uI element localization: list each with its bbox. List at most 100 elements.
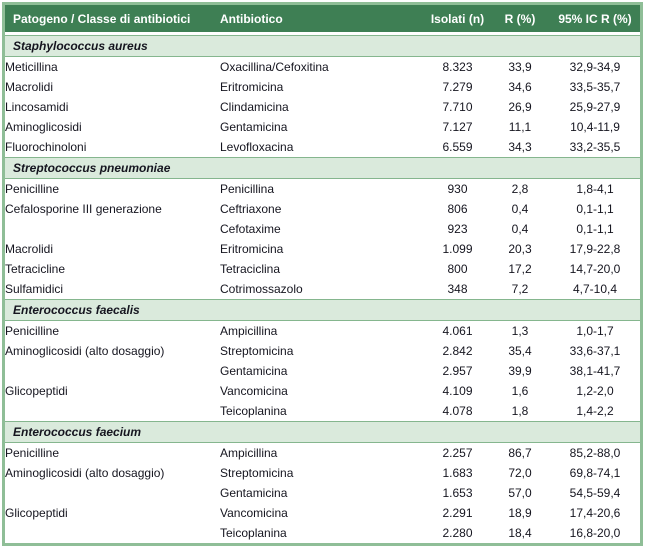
cell-ci: 0,1-1,1 (550, 219, 640, 239)
cell-r-percent: 1,3 (490, 321, 550, 341)
cell-isolates: 7.710 (425, 97, 490, 117)
cell-antibiotic: Streptomicina (220, 341, 425, 361)
cell-r-percent: 7,2 (490, 279, 550, 299)
cell-antibiotic: Clindamicina (220, 97, 425, 117)
table-row: Lincosamidi Clindamicina 7.710 26,9 25,9-27,… (5, 97, 640, 117)
table-row: Sulfamidici Cotrimossazolo 348 7,2 4,7-10,4 (5, 279, 640, 299)
table-row: Teicoplanina 2.280 18,4 16,8-20,0 (5, 523, 640, 543)
table-body: Staphylococcus aureus Meticillina Oxacilli… (5, 35, 640, 543)
cell-pathogen-class: Aminoglicosidi (alto dosaggio) (5, 341, 220, 361)
cell-ci: 4,7-10,4 (550, 279, 640, 299)
cell-antibiotic: Levofloxacina (220, 137, 425, 157)
table-frame: Patogeno / Classe di antibiotici Antibio… (2, 2, 643, 546)
cell-isolates: 2.257 (425, 443, 490, 463)
cell-isolates: 800 (425, 259, 490, 279)
cell-antibiotic: Eritromicina (220, 77, 425, 97)
table-row: Penicilline Ampicillina 2.257 86,7 85,2-88,0 (5, 443, 640, 463)
cell-ci: 10,4-11,9 (550, 117, 640, 137)
table-row: Aminoglicosidi (alto dosaggio) Streptomic… (5, 341, 640, 361)
cell-pathogen-class (5, 401, 220, 421)
cell-antibiotic: Gentamicina (220, 483, 425, 503)
cell-antibiotic: Gentamicina (220, 361, 425, 381)
cell-ci: 1,0-1,7 (550, 321, 640, 341)
header-row: Patogeno / Classe di antibiotici Antibio… (5, 5, 640, 35)
cell-pathogen-class: Aminoglicosidi (5, 117, 220, 137)
cell-r-percent: 0,4 (490, 199, 550, 219)
section-title: Enterococcus faecalis (5, 299, 640, 321)
antibiotic-resistance-table: Patogeno / Classe di antibiotici Antibio… (5, 5, 640, 543)
cell-isolates: 1.099 (425, 239, 490, 259)
table-row: Penicilline Penicillina 930 2,8 1,8-4,1 (5, 179, 640, 199)
table-row: Gentamicina 1.653 57,0 54,5-59,4 (5, 483, 640, 503)
cell-isolates: 2.842 (425, 341, 490, 361)
cell-isolates: 4.078 (425, 401, 490, 421)
cell-pathogen-class: Penicilline (5, 321, 220, 341)
cell-r-percent: 35,4 (490, 341, 550, 361)
cell-isolates: 7.279 (425, 77, 490, 97)
cell-antibiotic: Cefotaxime (220, 219, 425, 239)
cell-antibiotic: Cotrimossazolo (220, 279, 425, 299)
cell-ci: 16,8-20,0 (550, 523, 640, 543)
cell-ci: 1,2-2,0 (550, 381, 640, 401)
cell-antibiotic: Ceftriaxone (220, 199, 425, 219)
table-row: Cefotaxime 923 0,4 0,1-1,1 (5, 219, 640, 239)
cell-antibiotic: Teicoplanina (220, 401, 425, 421)
cell-isolates: 4.061 (425, 321, 490, 341)
section-title: Staphylococcus aureus (5, 35, 640, 57)
cell-r-percent: 18,9 (490, 503, 550, 523)
cell-r-percent: 1,8 (490, 401, 550, 421)
cell-isolates: 7.127 (425, 117, 490, 137)
column-header-ci: 95% IC R (%) (550, 5, 640, 35)
cell-isolates: 806 (425, 199, 490, 219)
cell-antibiotic: Streptomicina (220, 463, 425, 483)
cell-r-percent: 18,4 (490, 523, 550, 543)
cell-ci: 32,9-34,9 (550, 57, 640, 77)
cell-pathogen-class: Macrolidi (5, 77, 220, 97)
table-row: Glicopeptidi Vancomicina 2.291 18,9 17,4-20,… (5, 503, 640, 523)
table-row: Glicopeptidi Vancomicina 4.109 1,6 1,2-2,0 (5, 381, 640, 401)
cell-r-percent: 57,0 (490, 483, 550, 503)
column-header-patogeno: Patogeno / Classe di antibiotici (5, 5, 220, 35)
table-row: Teicoplanina 4.078 1,8 1,4-2,2 (5, 401, 640, 421)
cell-pathogen-class (5, 523, 220, 543)
cell-antibiotic: Teicoplanina (220, 523, 425, 543)
cell-r-percent: 17,2 (490, 259, 550, 279)
cell-antibiotic: Tetraciclina (220, 259, 425, 279)
cell-r-percent: 86,7 (490, 443, 550, 463)
cell-ci: 33,5-35,7 (550, 77, 640, 97)
cell-pathogen-class (5, 361, 220, 381)
column-header-r-percent: R (%) (490, 5, 550, 35)
cell-isolates: 8.323 (425, 57, 490, 77)
cell-r-percent: 1,6 (490, 381, 550, 401)
cell-isolates: 6.559 (425, 137, 490, 157)
column-header-antibiotico: Antibiotico (220, 5, 425, 35)
cell-r-percent: 20,3 (490, 239, 550, 259)
cell-pathogen-class: Lincosamidi (5, 97, 220, 117)
table-header: Patogeno / Classe di antibiotici Antibio… (5, 5, 640, 35)
cell-isolates: 930 (425, 179, 490, 199)
cell-ci: 33,2-35,5 (550, 137, 640, 157)
cell-ci: 54,5-59,4 (550, 483, 640, 503)
section-row: Streptococcus pneumoniae (5, 157, 640, 179)
cell-isolates: 4.109 (425, 381, 490, 401)
cell-antibiotic: Ampicillina (220, 443, 425, 463)
column-header-isolati: Isolati (n) (425, 5, 490, 35)
cell-isolates: 348 (425, 279, 490, 299)
table-row: Macrolidi Eritromicina 1.099 20,3 17,9-22,8 (5, 239, 640, 259)
cell-r-percent: 11,1 (490, 117, 550, 137)
cell-pathogen-class: Penicilline (5, 179, 220, 199)
table-row: Aminoglicosidi (alto dosaggio) Streptomic… (5, 463, 640, 483)
table-row: Fluorochinoloni Levofloxacina 6.559 34,3 33,… (5, 137, 640, 157)
cell-r-percent: 34,3 (490, 137, 550, 157)
cell-ci: 14,7-20,0 (550, 259, 640, 279)
cell-r-percent: 72,0 (490, 463, 550, 483)
table-row: Aminoglicosidi Gentamicina 7.127 11,1 10,4-1… (5, 117, 640, 137)
cell-pathogen-class (5, 219, 220, 239)
section-row: Enterococcus faecalis (5, 299, 640, 321)
cell-ci: 17,9-22,8 (550, 239, 640, 259)
cell-pathogen-class: Sulfamidici (5, 279, 220, 299)
cell-isolates: 2.957 (425, 361, 490, 381)
section-title: Enterococcus faecium (5, 421, 640, 443)
cell-antibiotic: Oxacillina/Cefoxitina (220, 57, 425, 77)
cell-ci: 0,1-1,1 (550, 199, 640, 219)
